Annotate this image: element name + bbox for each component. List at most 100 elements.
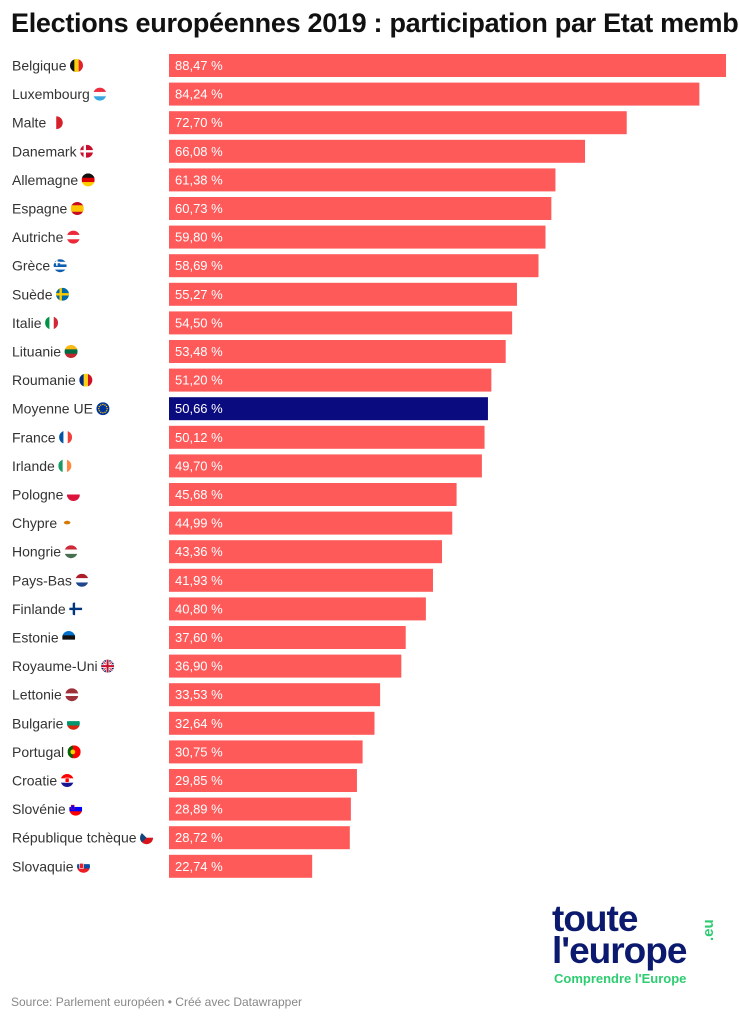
bar-chypre	[169, 511, 453, 535]
bar-malte	[169, 111, 627, 135]
row-label-luxembourg: Luxembourg	[12, 86, 90, 102]
value-label-croatie: 29,85 %	[175, 773, 223, 788]
bar-irlande	[169, 454, 482, 478]
portugal-flag-icon	[67, 745, 81, 759]
row-label-finlande: Finlande	[12, 601, 66, 617]
bar-pays-bas	[169, 568, 433, 592]
bar-pologne	[169, 483, 457, 506]
value-label-estonie: 37,60 %	[175, 630, 223, 645]
row-label-bulgarie: Bulgarie	[12, 715, 64, 731]
malta-flag-icon	[49, 116, 63, 130]
row-label-croatie: Croatie	[12, 773, 57, 789]
row-label-grece: Grèce	[12, 258, 50, 274]
bar-france	[169, 425, 485, 449]
slovakia-flag-icon	[77, 859, 90, 873]
value-label-belgique: 88,47 %	[175, 58, 223, 73]
row-label-lituanie: Lituanie	[12, 344, 61, 360]
value-label-portugal: 30,75 %	[175, 744, 223, 759]
bar-roumanie	[169, 368, 492, 392]
italy-flag-icon	[45, 316, 59, 330]
germany-flag-icon	[81, 173, 95, 187]
sweden-flag-icon	[55, 287, 69, 301]
value-label-france: 50,12 %	[175, 430, 223, 445]
value-label-bulgarie: 32,64 %	[175, 716, 223, 731]
bar-suede	[169, 282, 517, 306]
row-label-irlande: Irlande	[12, 458, 55, 474]
value-label-lettonie: 33,53 %	[175, 687, 223, 702]
value-label-slovaquie: 22,74 %	[175, 859, 223, 874]
bar-luxembourg	[169, 82, 700, 106]
eu-flag-icon	[96, 402, 110, 416]
row-label-slovaquie: Slovaquie	[12, 858, 74, 874]
greece-flag-icon	[53, 259, 67, 273]
value-label-allemagne: 61,38 %	[175, 172, 223, 187]
row-label-autriche: Autriche	[12, 229, 64, 245]
romania-flag-icon	[79, 373, 93, 387]
cyprus-flag-icon	[60, 516, 74, 530]
row-label-suede: Suède	[12, 286, 53, 302]
source-note: Source: Parlement européen • Créé avec D…	[11, 995, 303, 1009]
bar-allemagne	[169, 168, 556, 192]
bar-belgique	[169, 54, 726, 77]
bar-highlight-moyenne-ue	[169, 397, 488, 421]
row-label-malte: Malte	[12, 115, 46, 131]
luxembourg-flag-icon	[93, 87, 107, 101]
netherlands-flag-icon	[75, 573, 89, 587]
value-label-moyenne-ue: 50,66 %	[175, 401, 223, 416]
logo-tagline: Comprendre l'Europe	[554, 971, 687, 986]
france-flag-icon	[59, 430, 73, 444]
chart-title: Elections européennes 2019 : participati…	[11, 8, 739, 38]
row-label-italie: Italie	[12, 315, 42, 331]
row-label-moyenne-ue: Moyenne UE	[12, 401, 93, 417]
value-label-finlande: 40,80 %	[175, 601, 223, 616]
value-label-autriche: 59,80 %	[175, 230, 223, 245]
value-label-hongrie: 43,36 %	[175, 544, 223, 559]
logo-line-2: l'europe	[552, 930, 687, 971]
value-label-irlande: 49,70 %	[175, 458, 223, 473]
bar-hongrie	[169, 540, 442, 564]
bar-croatie	[169, 769, 357, 792]
latvia-flag-icon	[65, 688, 79, 702]
austria-flag-icon	[66, 230, 80, 244]
value-label-suede: 55,27 %	[175, 287, 223, 302]
value-label-republique-tcheque: 28,72 %	[175, 830, 223, 845]
value-label-roumanie: 51,20 %	[175, 373, 223, 388]
value-label-italie: 54,50 %	[175, 315, 223, 330]
slovenia-flag-icon	[69, 802, 83, 816]
logo-suffix: .eu	[700, 919, 717, 941]
value-label-luxembourg: 84,24 %	[175, 87, 223, 102]
row-label-allemagne: Allemagne	[12, 172, 78, 188]
row-label-hongrie: Hongrie	[12, 544, 61, 560]
bar-espagne	[169, 197, 552, 220]
value-label-slovenie: 28,89 %	[175, 802, 223, 817]
uk-flag-icon	[101, 659, 115, 673]
row-label-belgique: Belgique	[12, 58, 67, 74]
bar-estonie	[169, 626, 406, 649]
hungary-flag-icon	[64, 545, 78, 559]
toute-leurope-logo: toute l'europe .eu Comprendre l'Europe	[552, 898, 722, 988]
value-label-grece: 58,69 %	[175, 258, 223, 273]
spain-flag-icon	[70, 202, 84, 215]
logo-line-1: toute	[552, 898, 638, 939]
bar-italie	[169, 311, 513, 335]
row-label-france: France	[12, 429, 56, 445]
bar-grece	[169, 254, 539, 278]
bar-portugal	[169, 740, 363, 764]
value-label-chypre: 44,99 %	[175, 516, 223, 531]
bar-finlande	[169, 597, 426, 621]
row-label-republique-tcheque: République tchèque	[12, 830, 137, 846]
value-label-pologne: 45,68 %	[175, 487, 223, 502]
row-label-estonie: Estonie	[12, 630, 59, 646]
row-label-pologne: Pologne	[12, 487, 64, 503]
ireland-flag-icon	[58, 459, 72, 473]
poland-flag-icon	[66, 488, 80, 501]
value-label-royaume-uni: 36,90 %	[175, 659, 223, 674]
bar-slovenie	[169, 797, 351, 821]
bar-republique-tcheque	[169, 826, 350, 850]
value-label-pays-bas: 41,93 %	[175, 573, 223, 588]
row-label-espagne: Espagne	[12, 201, 67, 217]
row-label-danemark: Danemark	[12, 143, 78, 159]
bar-royaume-uni	[169, 654, 402, 678]
row-label-pays-bas: Pays-Bas	[12, 572, 72, 588]
